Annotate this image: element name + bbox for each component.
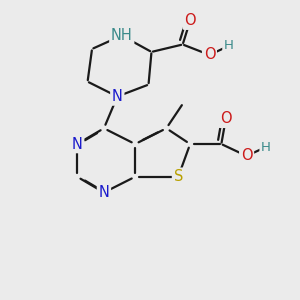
Text: S: S	[173, 169, 183, 184]
Text: H: H	[224, 40, 234, 52]
Text: NH: NH	[111, 28, 133, 43]
Text: O: O	[184, 13, 196, 28]
Text: N: N	[112, 89, 123, 104]
Text: N: N	[98, 185, 110, 200]
Text: O: O	[204, 47, 215, 62]
Text: O: O	[220, 111, 232, 126]
Text: O: O	[241, 148, 252, 164]
Text: N: N	[72, 136, 83, 152]
Text: H: H	[261, 140, 271, 154]
